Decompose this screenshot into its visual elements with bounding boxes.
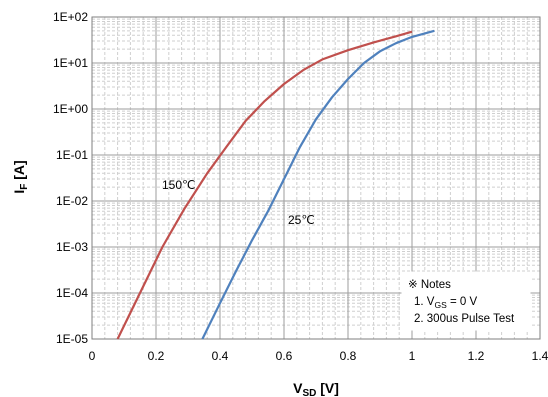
y-axis-title-sub: F — [19, 184, 30, 190]
x-axis-title-sub: SD — [302, 388, 316, 397]
note-1-subscript: GS — [434, 300, 447, 310]
y-tick-label: 1E+02 — [53, 10, 88, 24]
y-tick-label: 1E+01 — [53, 56, 88, 70]
y-tick-label: 1E-01 — [56, 148, 88, 162]
y-tick-label: 1E-02 — [56, 194, 88, 208]
note-1-prefix: 1. V — [414, 296, 435, 308]
y-tick-label: 1E-05 — [56, 332, 88, 346]
x-tick-label: 0.6 — [276, 349, 293, 363]
x-tick-labels: 0 0.2 0.4 0.6 0.8 1 1.2 1.4 — [89, 349, 548, 363]
y-tick-labels: 1E+02 1E+01 1E+00 1E-01 1E-02 1E-03 1E-04 1E-05 — [53, 10, 88, 346]
series-lines — [116, 29, 435, 340]
x-tick-label: 1 — [409, 349, 416, 363]
note-1: 1. VGS = 0 V — [414, 296, 477, 310]
x-tick-label: 1.4 — [532, 349, 548, 363]
y-tick-label: 1E-04 — [56, 286, 88, 300]
y-tick-label: 1E-03 — [56, 240, 88, 254]
x-tick-label: 0.8 — [340, 349, 357, 363]
x-tick-label: 0.2 — [148, 349, 165, 363]
notes-box: ※ Notes 1. VGS = 0 V 2. 300us Pulse Test — [401, 271, 531, 331]
x-axis-title-main: V — [293, 380, 303, 396]
x-tick-label: 0.4 — [212, 349, 229, 363]
series-line-150c — [116, 30, 413, 340]
note-1-suffix: = 0 V — [447, 296, 478, 308]
y-axis-title: IF [A] — [11, 160, 30, 193]
series-label-25c: 25℃ — [288, 213, 315, 227]
notes-title: ※ Notes — [408, 279, 451, 291]
plot-border — [91, 16, 541, 340]
series-label-150c: 150℃ — [162, 178, 196, 192]
x-tick-label: 0 — [89, 349, 96, 363]
y-axis-title-main: I — [11, 190, 27, 194]
x-tick-label: 1.2 — [468, 349, 485, 363]
series-line-25c — [201, 29, 435, 340]
y-tick-label: 1E+00 — [53, 102, 88, 116]
y-axis-title-unit: [A] — [11, 160, 27, 179]
x-axis-title: VSD [V] — [293, 380, 339, 397]
notes-box-frame — [401, 271, 531, 331]
note-2: 2. 300us Pulse Test — [414, 313, 515, 325]
x-axis-title-unit: [V] — [320, 380, 339, 396]
